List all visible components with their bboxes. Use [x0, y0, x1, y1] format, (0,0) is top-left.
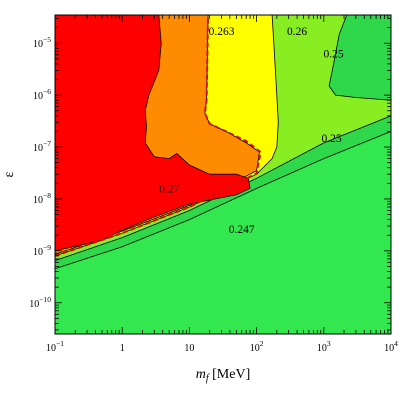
- tick-marks: [54, 15, 391, 334]
- x-tick-label-5: 104: [384, 339, 398, 354]
- x-tick-label-0: 10−1: [46, 339, 64, 354]
- contour-label-3: 0.25: [321, 133, 341, 145]
- y-tick-labels: 10−10 10−9 10−8 10−7 10−6 10−5: [29, 35, 51, 310]
- x-tick-labels: 10−1 1 10 102 103 104: [46, 339, 398, 354]
- region-red: [55, 15, 251, 252]
- y-tick-label-1: 10−9: [33, 243, 51, 258]
- region-upper-right-green: [328, 15, 391, 101]
- x-axis-label: mf [MeV]: [196, 367, 251, 384]
- dashed-contour: [55, 15, 262, 257]
- x-tick-label-4: 103: [317, 339, 331, 354]
- y-tick-label-2: 10−8: [33, 191, 51, 206]
- x-tick-label-3: 102: [250, 339, 264, 354]
- contour-label-1: 0.26: [287, 26, 307, 38]
- contour-label-4: 0.27: [159, 183, 179, 195]
- contour-label-2: 0.25: [324, 48, 344, 60]
- y-tick-label-3: 10−7: [33, 139, 51, 154]
- dashed-contour-group: [55, 15, 262, 257]
- y-tick-label-4: 10−6: [33, 87, 51, 102]
- contour-label-0: 0.263: [209, 26, 235, 38]
- y-tick-label-0: 10−10: [29, 295, 51, 310]
- contour-label-5: 0.247: [229, 224, 255, 236]
- y-tick-label-5: 10−5: [33, 35, 51, 50]
- y-axis-label: ε: [2, 171, 17, 177]
- contour-regions: [55, 15, 391, 334]
- x-tick-label-2: 10: [184, 343, 194, 354]
- x-tick-label-1: 1: [120, 343, 125, 354]
- contour-label-group: 0.263 0.26 0.25 0.25 0.27 0.247: [159, 26, 344, 236]
